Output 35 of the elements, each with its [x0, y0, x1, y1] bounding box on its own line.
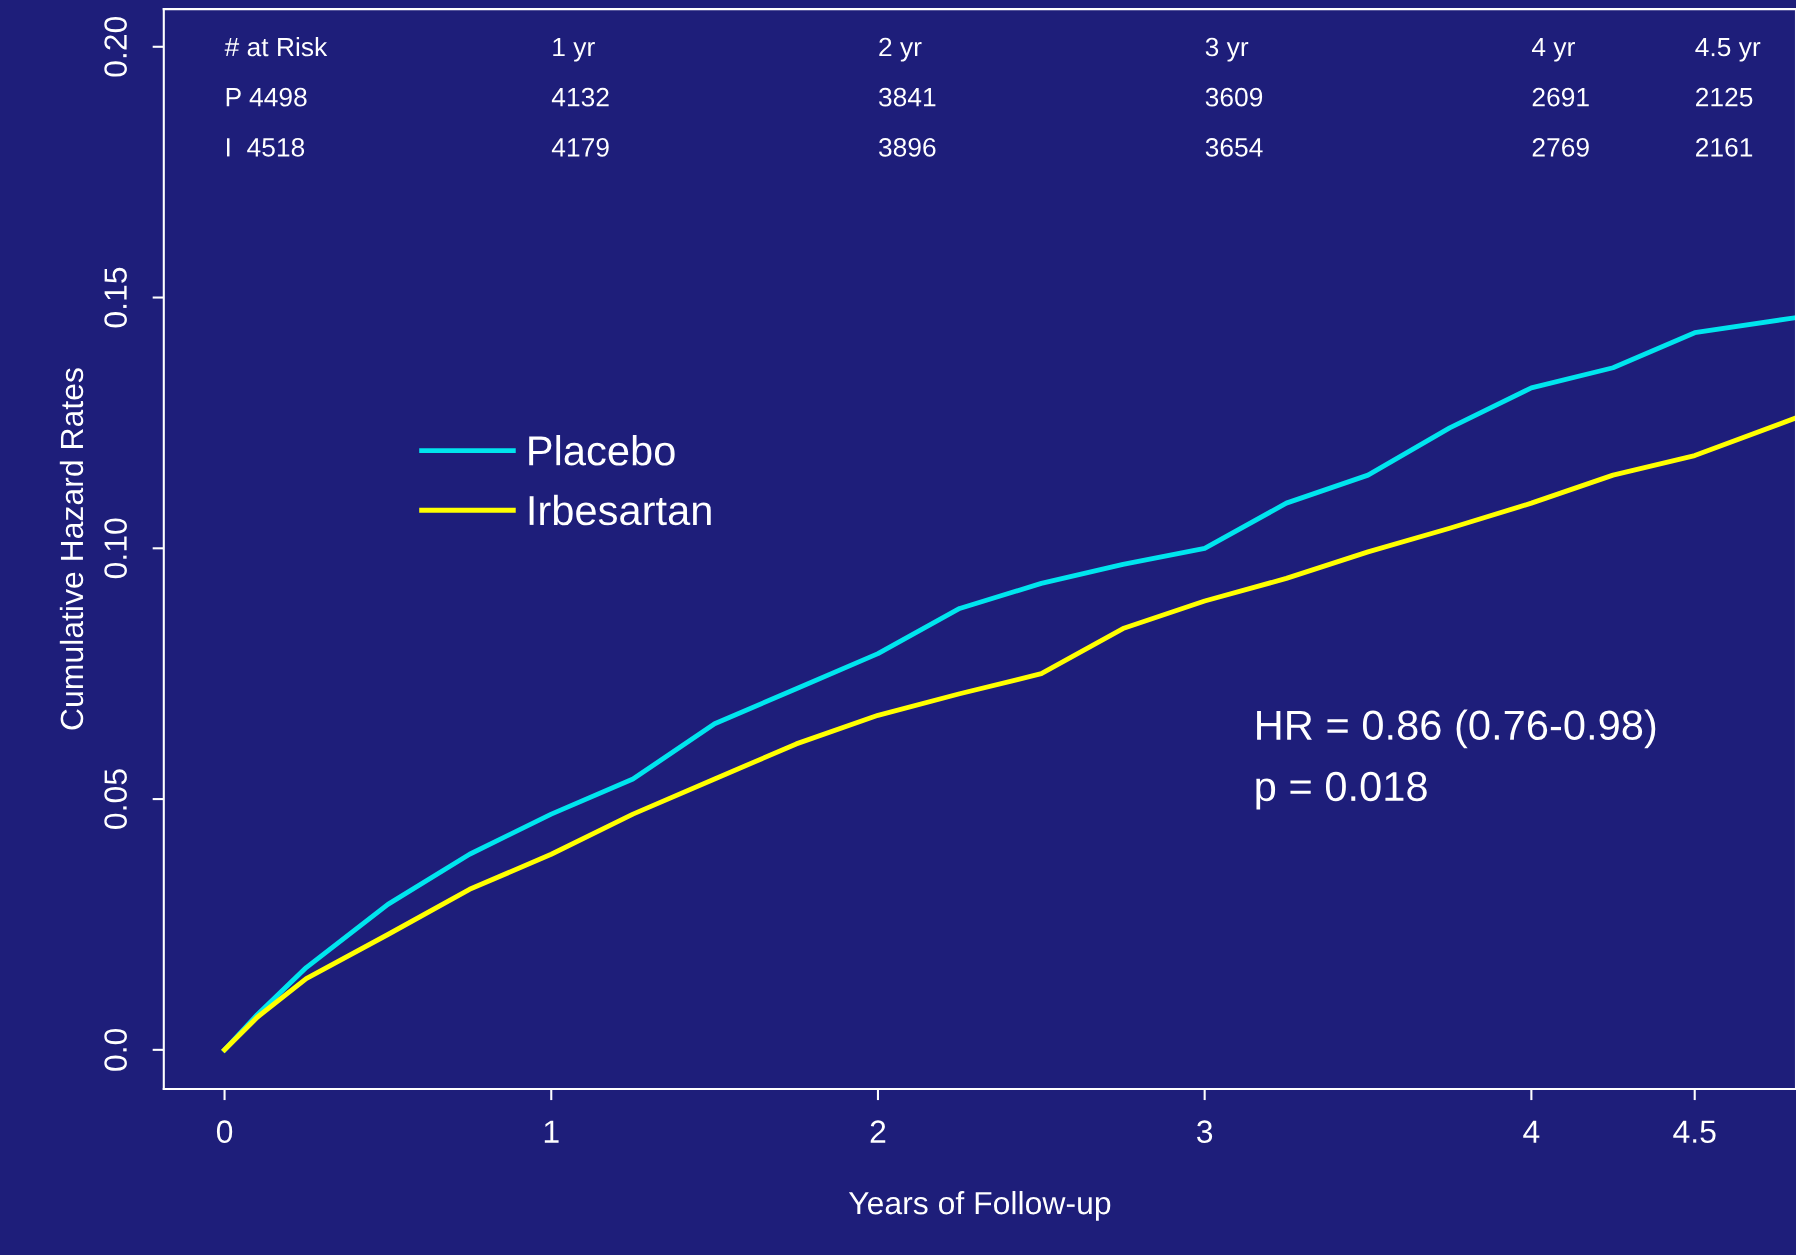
annotation: # at Risk	[224, 36, 328, 57]
y-tick-label: 0.05	[104, 769, 127, 829]
annotation: 3 yr	[1205, 37, 1249, 62]
annotation: 4132	[551, 87, 609, 107]
y-tick-label: 0.15	[104, 267, 127, 328]
annotation: p = 0.018	[1256, 771, 1427, 810]
annotation: P 4498	[226, 87, 307, 107]
x-tick-label: 1	[544, 1120, 559, 1143]
y-tick-label: 0.0	[104, 1028, 127, 1071]
annotation: 3654	[1205, 137, 1263, 157]
x-tick-label: 2	[870, 1120, 886, 1143]
annotation: 2125	[1696, 87, 1753, 107]
x-tick-label: 3	[1197, 1120, 1213, 1143]
annotation: 1 yr	[553, 37, 595, 62]
x-tick-label: 0	[216, 1120, 233, 1143]
annotation: 2691	[1532, 87, 1589, 107]
y-tick-label: 0.10	[104, 518, 127, 579]
annotation: 3841	[878, 87, 936, 107]
annotation: 4.5 yr	[1695, 37, 1761, 62]
x-axis-title: Years of Follow-up	[848, 1190, 1111, 1221]
y-tick-label: 0.20	[104, 16, 127, 77]
annotation: 4 yr	[1531, 37, 1575, 62]
legend-label: Placebo	[529, 435, 675, 466]
annotation: I 4518	[227, 137, 305, 157]
x-tick-label: 4.5	[1673, 1120, 1716, 1143]
annotation: 2161	[1696, 137, 1753, 157]
annotation: 4179	[551, 137, 609, 157]
legend-label: Irbesartan	[529, 494, 711, 526]
annotation: 2 yr	[879, 37, 922, 62]
x-tick-label: 4	[1523, 1120, 1540, 1143]
y-axis-title: Cumulative Hazard Rates	[59, 368, 84, 730]
annotation: 2769	[1532, 137, 1589, 157]
annotation: 3609	[1205, 87, 1263, 107]
annotation: 3896	[878, 137, 936, 157]
annotation: HR = 0.86 (0.76-0.98)	[1257, 709, 1656, 749]
